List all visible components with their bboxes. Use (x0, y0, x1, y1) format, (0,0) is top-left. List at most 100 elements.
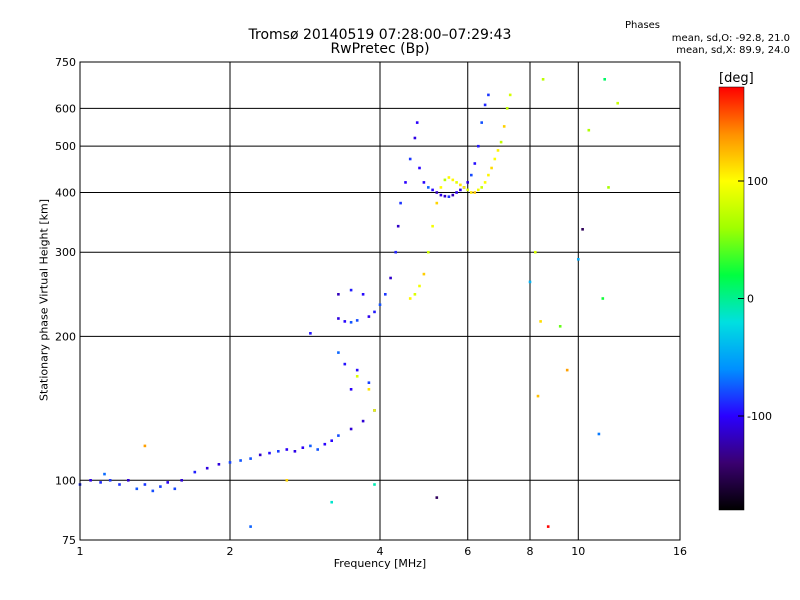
y-tick-label: 500 (55, 140, 76, 153)
data-point (166, 481, 169, 484)
data-point (451, 178, 455, 182)
data-point (577, 258, 580, 261)
data-point (616, 101, 619, 105)
data-point (408, 297, 412, 300)
data-point (404, 181, 407, 184)
data-point (367, 315, 371, 318)
data-point (301, 446, 305, 449)
data-point (466, 188, 469, 192)
data-point (373, 310, 376, 314)
x-tick-label: 4 (377, 545, 384, 558)
data-point (487, 93, 490, 97)
data-point (293, 450, 297, 453)
data-point (309, 332, 312, 335)
data-point (502, 125, 506, 128)
data-point (249, 525, 252, 528)
grid-lines (80, 62, 680, 540)
colorbar-tick-label: 100 (747, 175, 768, 188)
data-point (597, 432, 601, 436)
y-tick-label: 600 (55, 102, 76, 115)
data-point (496, 149, 500, 152)
data-point (422, 181, 426, 184)
data-point (447, 195, 451, 198)
data-point (373, 409, 376, 412)
data-point (587, 128, 591, 132)
x-tick-label: 8 (527, 545, 534, 558)
data-point (205, 466, 209, 470)
data-point (89, 479, 92, 482)
data-point (258, 453, 262, 457)
data-point (466, 181, 469, 184)
x-tick-label: 10 (571, 545, 585, 558)
data-point (373, 483, 376, 486)
data-point (473, 162, 477, 165)
data-point (546, 525, 550, 528)
y-tick-label: 75 (62, 534, 76, 547)
data-point (528, 280, 532, 284)
x-tick-label: 16 (673, 545, 687, 558)
data-point (455, 181, 458, 184)
data-point (309, 444, 312, 448)
data-point (389, 276, 392, 280)
data-point (367, 381, 371, 384)
chart-title: Tromsø 20140519 07:28:00–07:29:43 (248, 27, 512, 43)
data-point (443, 194, 447, 198)
data-point (505, 107, 509, 110)
data-point (151, 489, 155, 493)
y-axis-label: Stationary phase Virtual Height [km] (37, 198, 51, 402)
y-tick-label: 400 (55, 186, 76, 199)
data-point (451, 193, 455, 197)
y-tick-label: 750 (55, 56, 76, 69)
data-point (435, 496, 439, 499)
data-point (534, 250, 537, 254)
data-point (228, 461, 232, 464)
data-point (459, 183, 462, 187)
chart-subtitle: RwPretec (Bp) (330, 41, 430, 57)
data-point (349, 388, 353, 391)
data-point (285, 479, 289, 482)
data-point (361, 419, 365, 423)
data-point (355, 375, 359, 378)
data-point (103, 472, 106, 476)
data-point (539, 320, 542, 323)
data-point (565, 368, 569, 372)
data-point (413, 293, 417, 296)
data-point (159, 485, 162, 488)
data-point (378, 303, 382, 306)
data-point (355, 368, 359, 372)
data-point (470, 191, 473, 194)
data-point (118, 483, 121, 486)
data-point (349, 288, 353, 292)
data-point (480, 186, 483, 189)
data-point (143, 483, 147, 486)
y-tick-label: 100 (55, 474, 76, 487)
data-point (477, 144, 480, 148)
data-point (268, 451, 271, 455)
plot-frame (79, 61, 681, 541)
data-point (541, 78, 545, 81)
data-point (355, 319, 359, 322)
colorbar-tick-label: 0 (747, 293, 754, 306)
data-point (367, 388, 371, 391)
data-point (427, 250, 430, 254)
data-point (99, 481, 102, 484)
y-tick-label: 200 (55, 330, 76, 343)
colorbar-ticks: 100 0 -100 (738, 175, 772, 423)
data-point (487, 173, 490, 177)
data-point (607, 186, 610, 189)
data-points (78, 78, 619, 528)
data-point (435, 191, 439, 194)
data-point (108, 479, 112, 482)
data-point (581, 228, 584, 231)
x-tick-label: 2 (227, 545, 234, 558)
data-point (239, 459, 242, 462)
data-point (483, 103, 487, 107)
data-point (337, 317, 340, 320)
x-tick-label: 6 (464, 545, 471, 558)
data-point (443, 178, 447, 182)
data-point (349, 427, 353, 431)
data-point (603, 78, 606, 81)
data-point (536, 394, 540, 398)
data-point (601, 297, 605, 300)
data-point (493, 157, 497, 161)
